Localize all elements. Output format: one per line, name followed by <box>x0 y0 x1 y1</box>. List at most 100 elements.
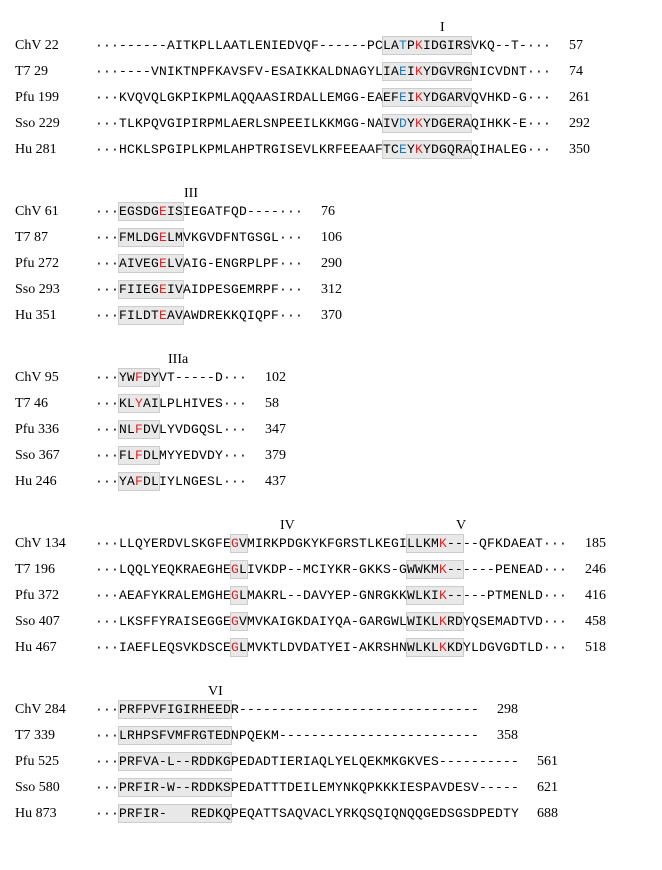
sequence: ···YWFDYVT-----D··· <box>95 370 247 385</box>
sequence: ···LKSFFYRAISEGGEGVMVKAIGKDAIYQA-GARGWLW… <box>95 614 567 629</box>
end-position: 312 <box>321 282 361 298</box>
row-label: Pfu 199 <box>15 90 95 106</box>
row-label: T7 196 <box>15 562 95 578</box>
end-position: 621 <box>537 780 577 796</box>
row-label: Sso 293 <box>15 282 95 298</box>
end-position: 458 <box>585 614 625 630</box>
alignment-row: Pfu 272···AIVEGELVAIG-ENGRPLPF···290 <box>15 256 647 272</box>
alignment-row: ChV 284···PRFPVFIGIRHEEDR---------------… <box>15 702 647 718</box>
alignment-row: ChV 22···------AITKPLLAATLENIEDVQF------… <box>15 38 647 54</box>
end-position: 57 <box>569 38 609 54</box>
row-label: Hu 246 <box>15 474 95 490</box>
sequence: ···KVQVQLGKPIKPMLAQQAASIRDALLEMGG-EAEFEI… <box>95 90 551 105</box>
end-position: 347 <box>265 422 305 438</box>
motif-label: VI <box>208 684 223 700</box>
end-position: 185 <box>585 536 625 552</box>
row-label: ChV 95 <box>15 370 95 386</box>
motif-label: IV <box>280 518 295 534</box>
sequence: ···YAFDLIYLNGESL··· <box>95 474 247 489</box>
end-position: 298 <box>497 702 537 718</box>
sequence: ···EGSDGEISIEGATFQD----··· <box>95 204 303 219</box>
sequence: ···------AITKPLLAATLENIEDVQF------PCLATP… <box>95 38 551 53</box>
row-label: Hu 873 <box>15 806 95 822</box>
sequence: ···KLYAILPLHIVES··· <box>95 396 247 411</box>
end-position: 350 <box>569 142 609 158</box>
alignment-row: Pfu 199···KVQVQLGKPIKPMLAQQAASIRDALLEMGG… <box>15 90 647 106</box>
alignment-block: IIIaChV 95···YWFDYVT-----D···102T7 46···… <box>15 352 647 490</box>
sequence: ···NLFDVLYVDGQSL··· <box>95 422 247 437</box>
sequence: ···AEAFYKRALEMGHEGLMAKRL--DAVYEP-GNRGKKW… <box>95 588 567 603</box>
alignment-block: III ChV 61···EGSDGEISIEGATFQD----··· 76 T7 … <box>15 186 647 324</box>
sequence: ···HCKLSPGIPLKPMLAHPTRGISEVLKRFEEAAFTCEY… <box>95 142 551 157</box>
row-label: Pfu 525 <box>15 754 95 770</box>
alignment-row: Hu 467···IAEFLEQSVKDSCEGLMVKTLDVDATYEI-A… <box>15 640 647 656</box>
row-label: ChV 22 <box>15 38 95 54</box>
sequence: ···PRFIR-W--RDDKSPEDATTTDEILEMYNKQPKKKIE… <box>95 780 519 795</box>
motif-label: IIIa <box>168 352 188 368</box>
alignment-row: T7 196···LQQLYEQKRAEGHEGLIVKDP--MCIYKR-G… <box>15 562 647 578</box>
row-label: Sso 407 <box>15 614 95 630</box>
row-label: T7 46 <box>15 396 95 412</box>
sequence: ···AIVEGELVAIG-ENGRPLPF··· <box>95 256 303 271</box>
alignment-row: ChV 95···YWFDYVT-----D··· 102 <box>15 370 647 386</box>
sequence: ···FIIEGEIVAIDPESGEMRPF··· <box>95 282 303 297</box>
end-position: 561 <box>537 754 577 770</box>
end-position: 106 <box>321 230 361 246</box>
alignment-row: ChV 134···LLQYERDVLSKGFEGVMIRKPDGKYKFGRS… <box>15 536 647 552</box>
alignment-block: VI ChV 284···PRFPVFIGIRHEEDR-------------… <box>15 684 647 822</box>
row-label: Pfu 272 <box>15 256 95 272</box>
sequence: ···LRHPSFVMFRGTEDNPQEKM-----------------… <box>95 728 479 743</box>
alignment-row: Sso 367···FLFDLMYYEDVDY···379 <box>15 448 647 464</box>
alignment-row: Hu 246···YAFDLIYLNGESL··· 437 <box>15 474 647 490</box>
end-position: 246 <box>585 562 625 578</box>
alignment-row: Sso 407···LKSFFYRAISEGGEGVMVKAIGKDAIYQA-… <box>15 614 647 630</box>
motif-label: III <box>184 186 198 202</box>
end-position: 74 <box>569 64 609 80</box>
alignment-row: Hu 351···FILDTEAVAWDREKKQIQPF··· 370 <box>15 308 647 324</box>
sequence: ···FMLDGELMVKGVDFNTGSGL··· <box>95 230 303 245</box>
alignment-row: T7 339···LRHPSFVMFRGTEDNPQEKM-----------… <box>15 728 647 744</box>
end-position: 58 <box>265 396 305 412</box>
alignment-block: IChV 22···------AITKPLLAATLENIEDVQF-----… <box>15 20 647 158</box>
row-label: Sso 229 <box>15 116 95 132</box>
end-position: 261 <box>569 90 609 106</box>
alignment-row: T7 29···----VNIKTNPFKAVSFV-ESAIKKALDNAGY… <box>15 64 647 80</box>
row-label: Sso 580 <box>15 780 95 796</box>
alignment-row: Pfu 525···PRFVA-L--RDDKGPEDADTIERIAQLYEL… <box>15 754 647 770</box>
row-label: Hu 351 <box>15 308 95 324</box>
alignment-row: T7 46···KLYAILPLHIVES··· 58 <box>15 396 647 412</box>
alignment-row: Sso 293···FIIEGEIVAIDPESGEMRPF··· 312 <box>15 282 647 298</box>
end-position: 370 <box>321 308 361 324</box>
end-position: 379 <box>265 448 305 464</box>
row-label: T7 87 <box>15 230 95 246</box>
alignment-row: Hu 281···HCKLSPGIPLKPMLAHPTRGISEVLKRFEEA… <box>15 142 647 158</box>
row-label: T7 339 <box>15 728 95 744</box>
sequence: ···LQQLYEQKRAEGHEGLIVKDP--MCIYKR-GKKS-GW… <box>95 562 567 577</box>
alignment-row: Sso 580···PRFIR-W--RDDKSPEDATTTDEILEMYNK… <box>15 780 647 796</box>
row-label: ChV 284 <box>15 702 95 718</box>
end-position: 292 <box>569 116 609 132</box>
alignment-row: Hu 873···PRFIR- REDKQPEQATTSAQVACLYRKQSQ… <box>15 806 647 822</box>
end-position: 518 <box>585 640 625 656</box>
alignment-row: Pfu 372···AEAFYKRALEMGHEGLMAKRL--DAVYEP-… <box>15 588 647 604</box>
row-label: ChV 61 <box>15 204 95 220</box>
sequence: ···PRFIR- REDKQPEQATTSAQVACLYRKQSQIQNQQG… <box>95 806 519 821</box>
sequence: ···----VNIKTNPFKAVSFV-ESAIKKALDNAGYLIAEI… <box>95 64 551 79</box>
sequence: ···PRFPVFIGIRHEEDR----------------------… <box>95 702 479 717</box>
alignment-block: IVVChV 134···LLQYERDVLSKGFEGVMIRKPDGKYKF… <box>15 518 647 656</box>
row-label: Sso 367 <box>15 448 95 464</box>
sequence: ···IAEFLEQSVKDSCEGLMVKTLDVDATYEI-AKRSHNW… <box>95 640 567 655</box>
sequence: ···TLKPQVGIPIRPMLAERLSNPEEILKKMGG-NAIVDY… <box>95 116 551 131</box>
sequence: ···FILDTEAVAWDREKKQIQPF··· <box>95 308 303 323</box>
end-position: 437 <box>265 474 305 490</box>
row-label: Hu 281 <box>15 142 95 158</box>
end-position: 76 <box>321 204 361 220</box>
alignment-row: Sso 229···TLKPQVGIPIRPMLAERLSNPEEILKKMGG… <box>15 116 647 132</box>
motif-header: IIIa <box>130 352 647 370</box>
alignment-row: T7 87···FMLDGELMVKGVDFNTGSGL··· 106 <box>15 230 647 246</box>
alignment-row: Pfu 336···NLFDVLYVDGQSL···347 <box>15 422 647 438</box>
sequence: ···LLQYERDVLSKGFEGVMIRKPDGKYKFGRSTLKEGIL… <box>95 536 567 551</box>
sequence: ···PRFVA-L--RDDKGPEDADTIERIAQLYELQEKMKGK… <box>95 754 519 769</box>
row-label: Hu 467 <box>15 640 95 656</box>
end-position: 102 <box>265 370 305 386</box>
